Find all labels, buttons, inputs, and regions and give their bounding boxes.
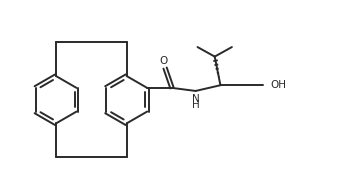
Text: OH: OH (271, 80, 287, 90)
Text: H: H (192, 100, 199, 111)
Text: N: N (192, 94, 199, 104)
Text: O: O (159, 56, 167, 66)
